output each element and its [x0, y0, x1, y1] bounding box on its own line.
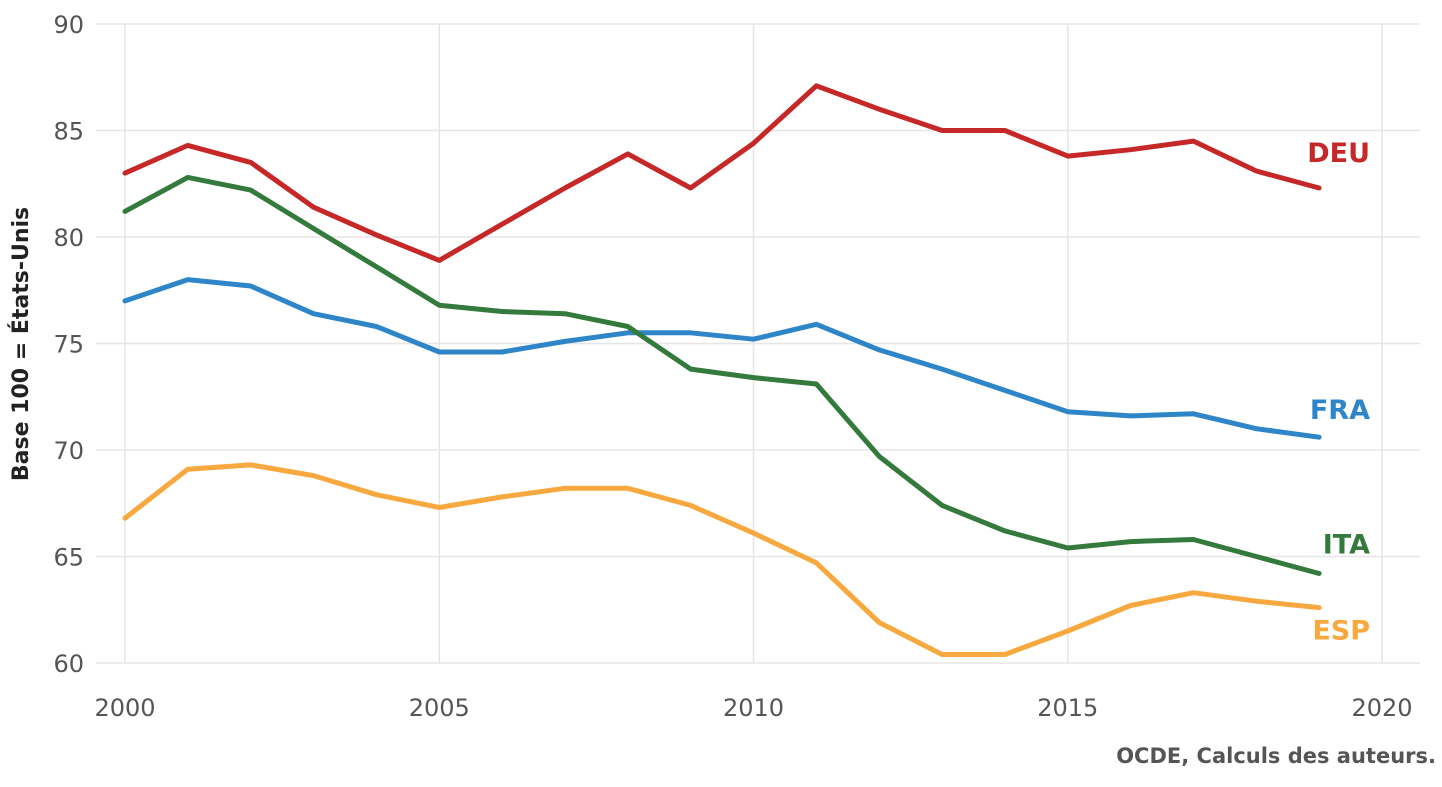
- y-tick-label: 75: [53, 331, 84, 359]
- x-tick-label: 2005: [409, 694, 470, 722]
- series-labels: DEU FRA ITA ESP: [1307, 138, 1370, 647]
- x-tick-label: 2000: [94, 694, 155, 722]
- y-tick-label: 60: [53, 650, 84, 678]
- series-label-ita: ITA: [1323, 530, 1370, 561]
- series-label-deu: DEU: [1307, 138, 1370, 169]
- x-tick-label: 2015: [1037, 694, 1098, 722]
- y-tick-label: 70: [53, 437, 84, 465]
- source-caption: OCDE, Calculs des auteurs.: [1116, 744, 1436, 768]
- series-line-deu: [122, 83, 1322, 263]
- axes: 60 65 70 75 80 85 90 2000 2005 2010 2015 2020: [53, 11, 1412, 722]
- y-tick-label: 65: [53, 544, 84, 572]
- y-tick-label: 90: [53, 11, 84, 39]
- series-line-ita: [122, 174, 1322, 576]
- x-tick-label: 2010: [723, 694, 784, 722]
- series-lines: [122, 83, 1322, 657]
- series-label-esp: ESP: [1312, 616, 1370, 647]
- y-axis-title: Base 100 = États-Unis: [8, 207, 34, 481]
- series-line-esp: [122, 462, 1322, 657]
- y-tick-label: 85: [53, 118, 84, 146]
- series-line-fra: [122, 277, 1322, 440]
- series-label-fra: FRA: [1310, 395, 1370, 426]
- y-tick-label: 80: [53, 224, 84, 252]
- x-tick-label: 2020: [1351, 694, 1412, 722]
- grid: [96, 23, 1420, 664]
